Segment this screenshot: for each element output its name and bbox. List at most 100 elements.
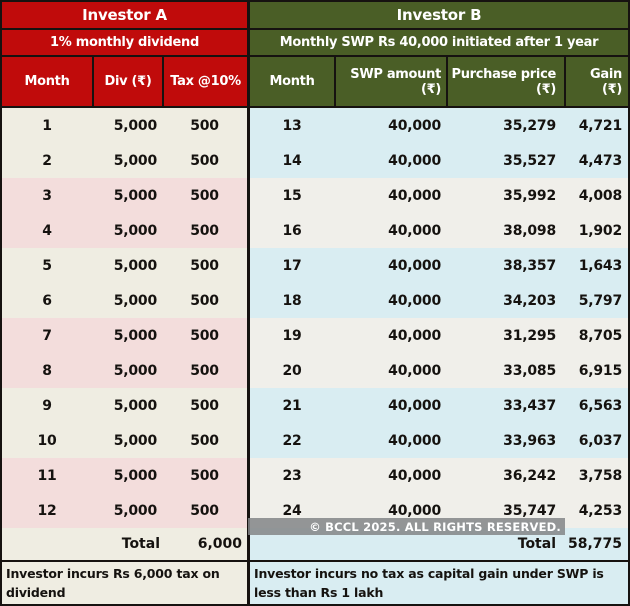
div-cell: 5,000	[113, 432, 157, 449]
month-cell: 4	[42, 222, 52, 239]
investor-b-subtitle: Monthly SWP Rs 40,000 initiated after 1 …	[250, 30, 628, 57]
column-header-gain: Gain (₹)	[564, 57, 628, 106]
div-cell: 5,000	[113, 502, 157, 519]
purchase-cell: 33,963	[503, 432, 556, 449]
purchase-cell: 35,527	[503, 152, 556, 169]
month-cell: 21	[282, 397, 302, 414]
swp-cell: 40,000	[388, 362, 441, 379]
div-cell: 5,000	[113, 327, 157, 344]
column-header-purchase-price-label: Purchase price	[451, 66, 556, 82]
month-cell: 17	[282, 257, 302, 274]
gain-cell: 1,643	[578, 257, 622, 274]
swp-cell: 40,000	[388, 222, 441, 239]
column-header-tax: Tax @10%	[162, 57, 247, 106]
swp-cell: 40,000	[388, 327, 441, 344]
div-cell: 5,000	[113, 117, 157, 134]
div-cell: 5,000	[113, 152, 157, 169]
column-header-purchase-price: Purchase price (₹)	[446, 57, 564, 106]
table-row: 9 5,000 500	[2, 388, 247, 423]
table-row: 8 5,000 500	[2, 353, 247, 388]
month-cell: 11	[37, 467, 57, 484]
table-row: 22 40,000 33,963 6,037	[250, 423, 628, 458]
month-cell: 13	[282, 117, 302, 134]
column-header-month: Month	[269, 74, 315, 89]
month-cell: 23	[282, 467, 302, 484]
swp-cell: 40,000	[388, 397, 441, 414]
month-cell: 20	[282, 362, 302, 379]
month-cell: 12	[37, 502, 57, 519]
investor-a-total-row: Total 6,000	[2, 528, 247, 562]
month-cell: 24	[282, 502, 302, 519]
column-header-gain-label: Gain	[590, 66, 622, 82]
table-row: 16 40,000 38,098 1,902	[250, 213, 628, 248]
month-cell: 8	[42, 362, 52, 379]
swp-cell: 40,000	[388, 467, 441, 484]
table-row: 21 40,000 33,437 6,563	[250, 388, 628, 423]
investor-a-subtitle: 1% monthly dividend	[2, 30, 247, 57]
gain-cell: 4,473	[578, 152, 622, 169]
column-header-month: Month	[24, 74, 70, 89]
investor-a-title: Investor A	[2, 2, 247, 30]
investor-b-title: Investor B	[250, 2, 628, 30]
investor-b-total-value: 58,775	[567, 536, 622, 552]
table-row: 1 5,000 500	[2, 108, 247, 143]
month-cell: 10	[37, 432, 57, 449]
month-cell: 22	[282, 432, 302, 449]
swp-cell: 40,000	[388, 117, 441, 134]
column-header-swp-amount-unit: (₹)	[420, 81, 441, 97]
column-header-gain-unit: (₹)	[601, 81, 622, 97]
purchase-cell: 36,242	[503, 467, 556, 484]
div-cell: 5,000	[113, 397, 157, 414]
gain-cell: 4,008	[578, 187, 622, 204]
purchase-cell: 35,279	[503, 117, 556, 134]
table-row: 3 5,000 500	[2, 178, 247, 213]
gain-cell: 6,563	[578, 397, 622, 414]
swp-cell: 40,000	[388, 432, 441, 449]
table-row: 20 40,000 33,085 6,915	[250, 353, 628, 388]
div-cell: 5,000	[113, 467, 157, 484]
month-cell: 9	[42, 397, 52, 414]
tax-cell: 500	[190, 117, 219, 134]
table-row: 10 5,000 500	[2, 423, 247, 458]
tax-cell: 500	[190, 467, 219, 484]
column-header-swp-amount-label: SWP amount	[350, 66, 441, 82]
gain-cell: 6,915	[578, 362, 622, 379]
month-cell: 16	[282, 222, 302, 239]
copyright-watermark: © BCCL 2025. ALL RIGHTS RESERVED.	[248, 518, 565, 535]
div-cell: 5,000	[113, 292, 157, 309]
div-cell: 5,000	[113, 222, 157, 239]
gain-cell: 8,705	[578, 327, 622, 344]
column-header-purchase-price-unit: (₹)	[535, 81, 556, 97]
investor-b-column-headers: Month SWP amount (₹) Purchase price (₹) …	[250, 57, 628, 108]
swp-cell: 40,000	[388, 502, 441, 519]
month-cell: 14	[282, 152, 302, 169]
tax-cell: 500	[190, 432, 219, 449]
swp-cell: 40,000	[388, 292, 441, 309]
table-row: 13 40,000 35,279 4,721	[250, 108, 628, 143]
table-row: 19 40,000 31,295 8,705	[250, 318, 628, 353]
gain-cell: 3,758	[578, 467, 622, 484]
month-cell: 5	[42, 257, 52, 274]
investor-a-note: Investor incurs Rs 6,000 tax on dividend	[2, 562, 247, 604]
gain-cell: 1,902	[578, 222, 622, 239]
purchase-cell: 38,098	[503, 222, 556, 239]
investor-b-rows: 13 40,000 35,279 4,721 14 40,000 35,527 4,473 15…	[250, 108, 628, 528]
table-row: 17 40,000 38,357 1,643	[250, 248, 628, 283]
tax-cell: 500	[190, 327, 219, 344]
table-row: 15 40,000 35,992 4,008	[250, 178, 628, 213]
month-cell: 2	[42, 152, 52, 169]
swp-cell: 40,000	[388, 152, 441, 169]
purchase-cell: 35,992	[503, 187, 556, 204]
tax-cell: 500	[190, 292, 219, 309]
div-cell: 5,000	[113, 257, 157, 274]
column-header-div: Div (₹)	[92, 57, 162, 106]
table-row: 23 40,000 36,242 3,758	[250, 458, 628, 493]
gain-cell: 4,253	[578, 502, 622, 519]
month-cell: 3	[42, 187, 52, 204]
table-row: 18 40,000 34,203 5,797	[250, 283, 628, 318]
purchase-cell: 31,295	[503, 327, 556, 344]
div-cell: 5,000	[113, 362, 157, 379]
table-row: 12 5,000 500	[2, 493, 247, 528]
purchase-cell: 34,203	[503, 292, 556, 309]
